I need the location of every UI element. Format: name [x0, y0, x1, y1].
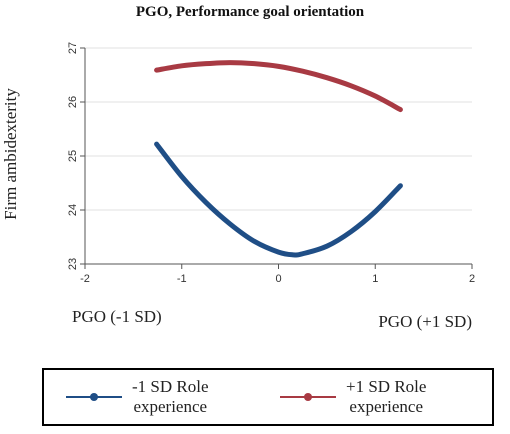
legend-label-plus-1sd: +1 SD Role experience [346, 377, 427, 416]
legend-swatch-minus-1sd [66, 391, 122, 403]
axes: 23 24 25 26 27 -2 -1 0 1 2 [67, 42, 475, 285]
legend-marker-plus-1sd [304, 393, 312, 401]
legend: -1 SD Role experience +1 SD Role experie… [42, 368, 494, 426]
series-line-1 [154, 60, 403, 113]
x-annotation-right: PGO (+1 SD) [378, 312, 472, 331]
y-tick-label-0: 23 [67, 258, 79, 270]
series-group [154, 60, 403, 258]
legend-label-minus-1sd: -1 SD Role experience [132, 377, 209, 416]
chart-canvas: PGO, Performance goal orientation Firm a… [1, 4, 475, 331]
x-tick-label-1: -1 [177, 273, 187, 285]
gridlines [85, 47, 472, 265]
legend-swatch-plus-1sd [280, 391, 336, 403]
x-tick-label-4: 2 [469, 273, 475, 285]
series-line-0 [154, 141, 403, 258]
x-tick-label-3: 1 [372, 273, 378, 285]
y-tick-label-3: 26 [67, 96, 79, 108]
x-annotation-left: PGO (-1 SD) [72, 307, 162, 326]
legend-marker-minus-1sd [90, 393, 98, 401]
x-tick-label-0: -2 [80, 273, 90, 285]
x-tick-label-2: 0 [275, 273, 281, 285]
legend-item-minus-1sd: -1 SD Role experience [66, 370, 209, 424]
y-tick-label-2: 25 [67, 150, 79, 162]
y-tick-label-1: 24 [67, 204, 79, 216]
legend-item-plus-1sd: +1 SD Role experience [280, 370, 426, 424]
y-tick-label-4: 27 [67, 42, 79, 54]
chart-title: PGO, Performance goal orientation [136, 4, 365, 20]
y-axis-label: Firm ambidexterity [1, 88, 20, 220]
